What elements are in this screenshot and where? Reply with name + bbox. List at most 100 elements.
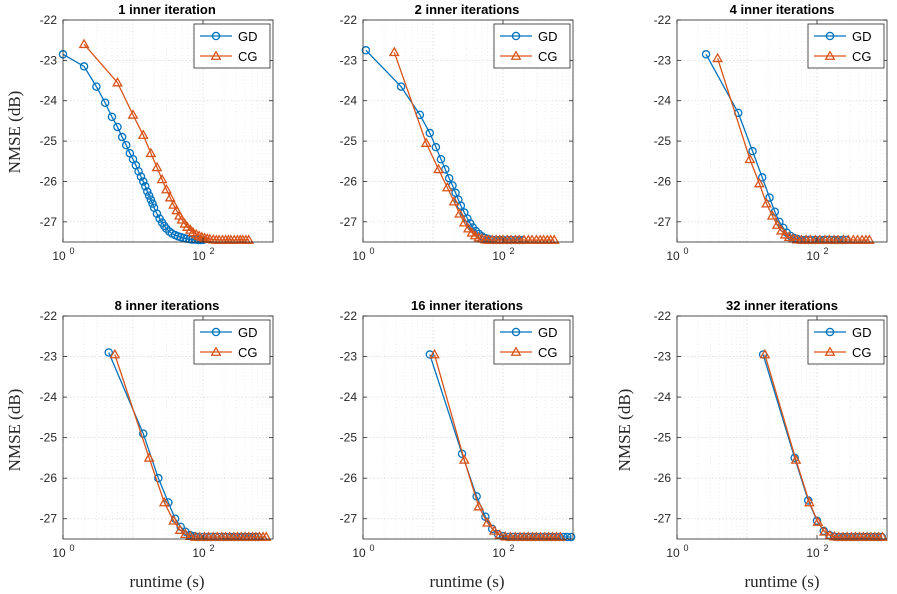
panel-title: 2 inner iterations [415,2,520,17]
cg-marker [168,515,180,525]
y-tick-label: -27 [40,215,58,229]
cg-marker [260,531,272,541]
gd-marker [144,191,154,200]
cg-marker [143,452,155,462]
x-tick-exponent: 2 [209,246,214,256]
axes-frame [62,19,274,243]
x-tick-label: 10 [352,249,366,263]
y-tick-label: -23 [40,53,58,67]
cg-marker [482,517,493,527]
cg-marker [775,225,787,235]
cg-marker [441,181,453,192]
x-tick-label: 10 [52,249,66,263]
legend-label: CG [852,49,872,64]
y-tick-label: -27 [654,512,672,526]
cg-marker [790,454,802,464]
cg-marker [454,208,466,218]
legend-triangle-marker [824,50,836,60]
gd-marker [757,173,767,182]
x-tick-exponent: 0 [69,543,74,553]
grid [677,316,887,539]
legend-box [493,319,571,365]
legend-box [807,23,885,69]
cg-marker [548,234,560,244]
legend-label: GD [538,29,558,44]
series-gd [58,50,208,245]
y-tick-label: -24 [654,94,672,108]
y-ticks: -22 -23 -24 -25 -26 -27 [40,309,273,526]
cg-marker [759,348,771,359]
panel-title: 4 inner iterations [730,2,835,17]
legend: GD CG [807,23,885,69]
y-tick-label: -26 [340,471,358,485]
cg-marker [819,526,830,536]
cg-marker [433,163,444,174]
gd-marker [143,187,152,196]
series-cg [109,348,272,541]
x-tick-label: 10 [352,546,366,560]
y-tick-label: -22 [340,13,358,27]
legend-circle-marker [511,31,521,41]
panel-title: 32 inner iterations [726,298,838,313]
x-tick-exponent: 2 [509,543,514,553]
panel-title: 16 inner iterations [411,298,523,313]
y-tick-label: -25 [654,134,672,148]
y-tick-label: -24 [654,390,672,404]
y-tick-label: -26 [340,174,358,188]
gd-marker [121,140,131,150]
cg-marker [145,147,157,158]
cg-marker [494,529,506,539]
gd-marker [113,122,122,132]
axes-frame [362,19,574,243]
cg-marker [168,199,180,209]
y-tick-label: -25 [654,431,672,445]
legend-circle-marker [511,327,521,337]
y-tick-label: -27 [340,512,358,526]
gd-marker [812,516,822,526]
cg-marker [78,38,90,49]
legend-label: GD [238,29,258,44]
legend-box [807,319,885,365]
axes-frame [62,315,274,540]
cg-marker [176,214,188,224]
cg-marker [462,223,474,233]
y-tick-label: -26 [654,471,672,485]
cg-marker [151,161,163,172]
legend-circle-marker [211,327,221,337]
x-ticks: 10 0 10 2 [666,20,829,263]
cg-marker [779,229,791,239]
panel-1-inner-iteration: 1 inner iteration NMSE (dB) -22 -23 -24 -25… [5,2,274,263]
x-ticks: 10 0 10 2 [666,316,829,560]
y-tick-label: -23 [654,53,672,67]
x-tick-exponent: 0 [369,543,374,553]
series-cg [712,52,875,244]
x-tick-exponent: 2 [509,246,514,256]
x-tick-label: 10 [806,546,820,560]
cg-marker [824,529,836,540]
cg-marker [473,500,485,511]
series-cg [429,348,566,541]
legend-triangle-marker [824,346,836,356]
grid [363,20,573,242]
legend-triangle-marker [210,346,222,356]
y-axis-label: NMSE (dB) [5,91,24,174]
legend: GD CG [807,319,885,365]
panel-title: 1 inner iteration [118,2,216,17]
legend-label: CG [538,345,558,360]
axes-frame [362,315,574,540]
gd-marker [107,112,117,122]
cg-marker [171,204,183,215]
y-tick-label: -26 [40,471,58,485]
cg-marker [109,348,121,359]
gd-marker [444,173,454,183]
legend: GD CG [493,23,571,69]
y-tick-label: -27 [340,215,358,229]
gd-marker [92,82,101,91]
legend-circle-marker [825,31,835,41]
x-ticks: 10 0 10 2 [352,20,515,263]
x-axis-label: runtime (s) [744,572,819,591]
series-cg [78,38,255,244]
cg-marker [112,76,123,87]
legend-label: GD [238,325,258,340]
